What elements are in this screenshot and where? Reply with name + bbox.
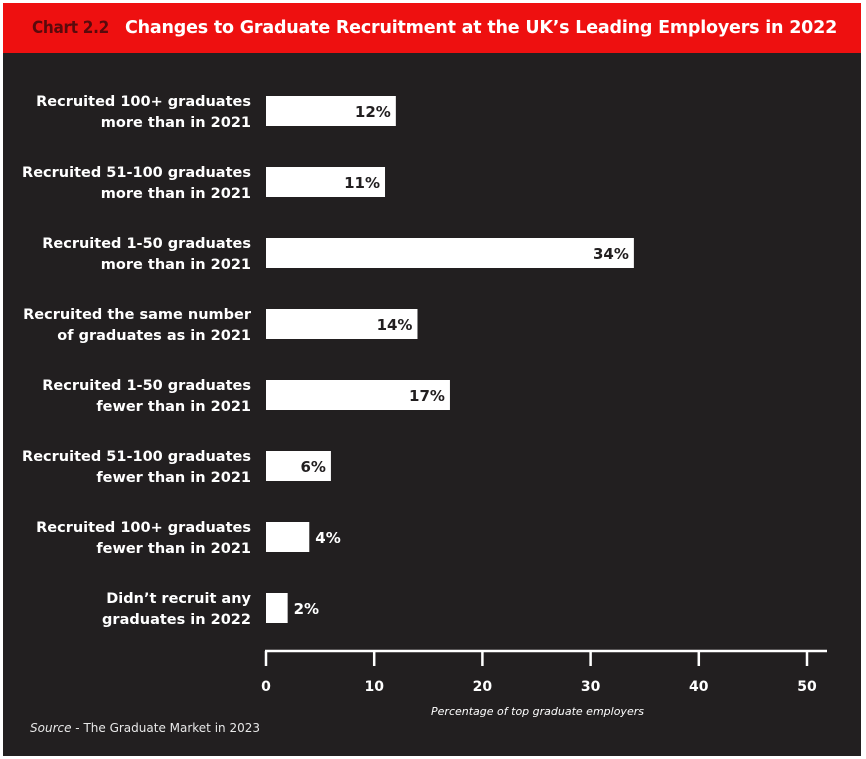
bar [266, 309, 418, 339]
category-label: Recruited 1-50 graduates [42, 236, 251, 252]
category-label: Recruited the same number [23, 307, 252, 323]
value-label: 14% [377, 316, 413, 334]
source-text: - The Graduate Market in 2023 [71, 721, 260, 735]
bar [266, 96, 396, 126]
value-label: 17% [409, 387, 445, 405]
category-label: more than in 2021 [101, 186, 251, 202]
bar [266, 593, 288, 623]
category-label: Recruited 100+ graduates [36, 94, 251, 110]
bar [266, 380, 450, 410]
x-tick-label: 10 [364, 679, 384, 695]
category-label: of graduates as in 2021 [57, 328, 251, 344]
category-label: more than in 2021 [101, 115, 251, 131]
category-label: fewer than in 2021 [96, 399, 251, 415]
value-label: 4% [315, 529, 340, 547]
category-label: Recruited 51-100 graduates [22, 165, 251, 181]
category-label: fewer than in 2021 [96, 470, 251, 486]
x-tick-label: 40 [689, 679, 709, 695]
value-label: 11% [344, 174, 380, 192]
source-prefix: Source [30, 721, 72, 735]
value-label: 34% [593, 245, 629, 263]
category-label: Recruited 100+ graduates [36, 520, 251, 536]
value-label: 2% [294, 600, 319, 618]
category-label: Didn’t recruit any [106, 591, 251, 607]
x-tick-label: 50 [797, 679, 817, 695]
x-tick-label: 20 [473, 679, 493, 695]
category-label: graduates in 2022 [102, 612, 251, 628]
value-label: 6% [300, 458, 325, 476]
x-tick-label: 0 [261, 679, 271, 695]
bar [266, 167, 386, 197]
x-tick-label: 30 [581, 679, 601, 695]
x-axis-title: Percentage of top graduate employers [431, 705, 644, 718]
chart-number: Chart 2.2 [32, 18, 110, 38]
bar [266, 451, 331, 481]
source-note: Source - The Graduate Market in 2023 [30, 721, 260, 735]
category-label: Recruited 1-50 graduates [42, 378, 251, 394]
category-label: fewer than in 2021 [96, 541, 251, 557]
category-label: Recruited 51-100 graduates [22, 449, 251, 465]
bar [266, 522, 310, 552]
chart-header: Chart 2.2 Changes to Graduate Recruitmen… [3, 3, 861, 53]
category-label: more than in 2021 [101, 257, 251, 273]
chart-title: Changes to Graduate Recruitment at the U… [125, 18, 838, 38]
value-label: 12% [355, 103, 391, 121]
bar [266, 238, 634, 268]
chart-panel: Chart 2.2 Changes to Graduate Recruitmen… [3, 3, 861, 756]
